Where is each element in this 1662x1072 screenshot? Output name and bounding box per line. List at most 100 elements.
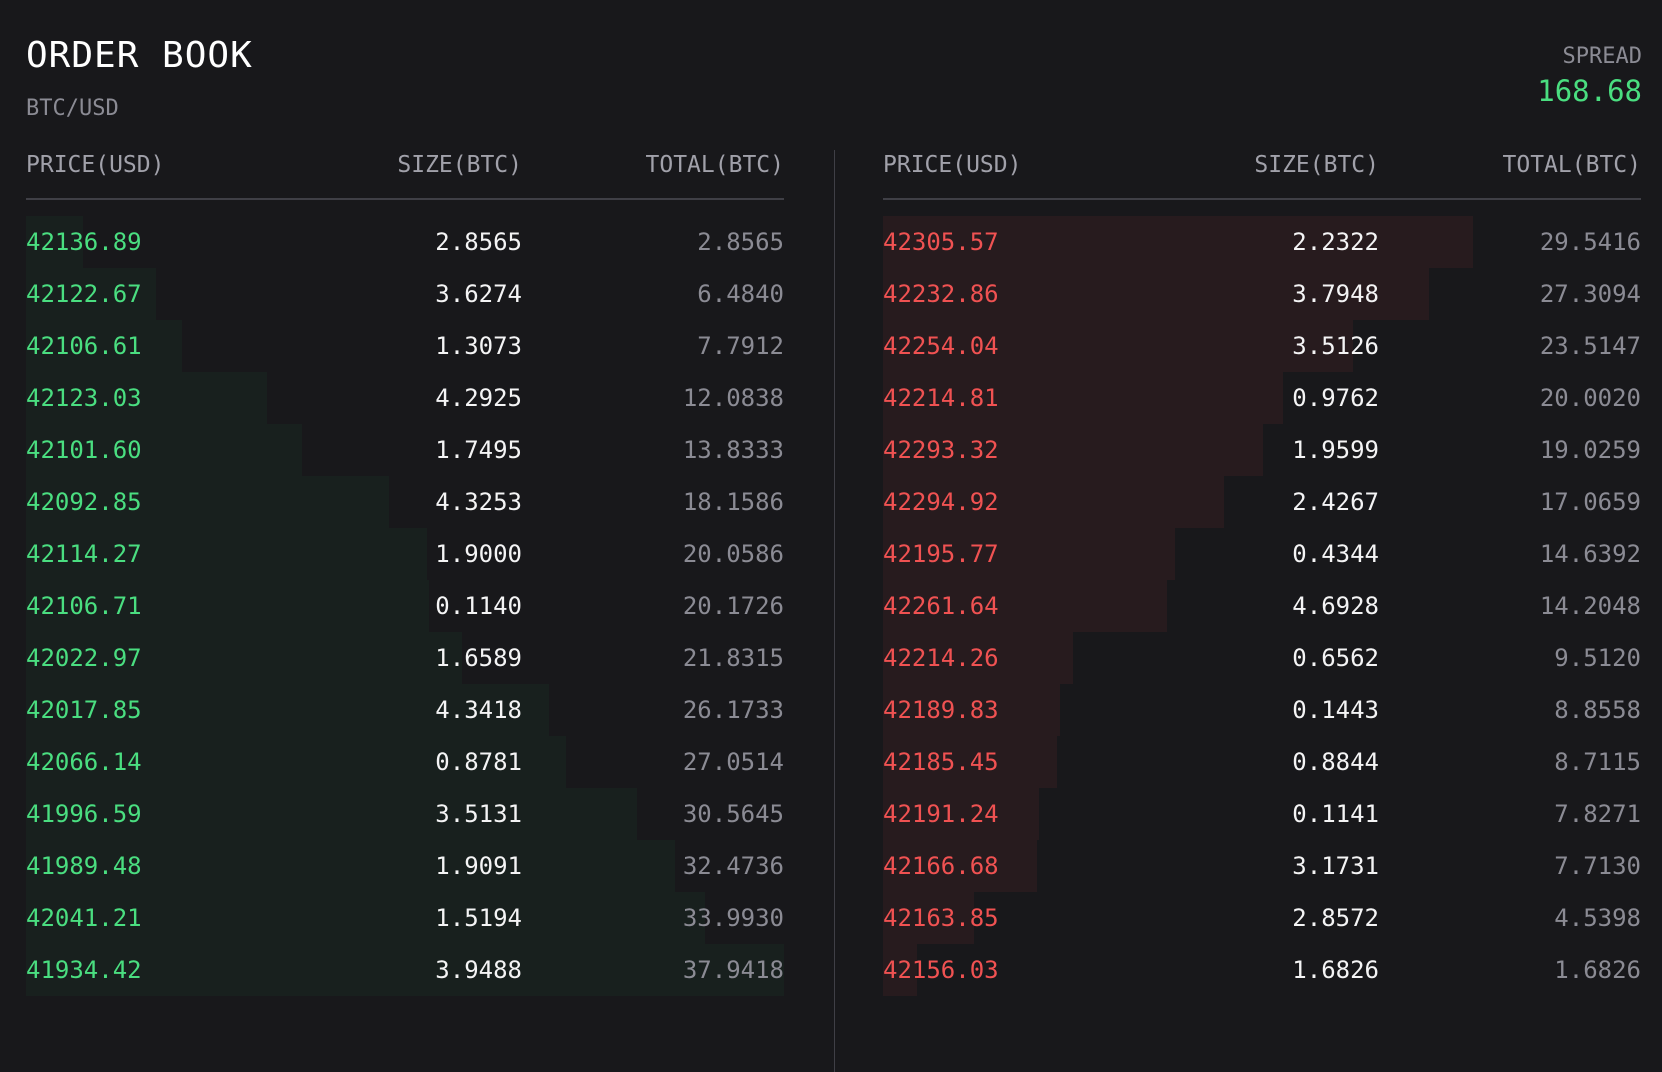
ask-row[interactable]: 42293.32 1.9599 19.0259 <box>883 424 1641 476</box>
ask-price-cell: 42305.57 <box>883 228 999 256</box>
bid-size-cell: 0.8781 <box>435 748 522 776</box>
ask-row[interactable]: 42254.04 3.5126 23.5147 <box>883 320 1641 372</box>
bid-size-cell: 4.3253 <box>435 488 522 516</box>
bid-depth-bar <box>26 372 268 424</box>
asks-column-header: PRICE(USD) SIZE(BTC) TOTAL(BTC) <box>883 148 1641 200</box>
ask-price-cell: 42166.68 <box>883 852 999 880</box>
page-title: ORDER BOOK <box>26 35 253 76</box>
asks-panel: PRICE(USD) SIZE(BTC) TOTAL(BTC) 42305.57… <box>883 148 1641 996</box>
ask-row[interactable]: 42261.64 4.6928 14.2048 <box>883 580 1641 632</box>
ask-size-cell: 0.4344 <box>1292 540 1379 568</box>
ask-row[interactable]: 42214.26 0.6562 9.5120 <box>883 632 1641 684</box>
bids-rows: 42136.89 2.8565 2.8565 42122.67 3.6274 6.4840… <box>26 216 784 996</box>
bid-size-cell: 4.3418 <box>435 696 522 724</box>
ask-depth-bar <box>883 372 1283 424</box>
asks-rows: 42305.57 2.2322 29.5416 42232.86 3.7948 27.30… <box>883 216 1641 996</box>
ask-total-cell: 19.0259 <box>1539 436 1641 464</box>
trading-pair: BTC/USD <box>26 96 119 121</box>
panel-divider <box>834 150 835 1072</box>
ask-row[interactable]: 42191.24 0.1141 7.8271 <box>883 788 1641 840</box>
ask-size-cell: 1.9599 <box>1292 436 1379 464</box>
ask-depth-bar <box>883 268 1429 320</box>
bid-size-cell: 3.5131 <box>435 800 522 828</box>
ask-depth-bar <box>883 476 1224 528</box>
bid-total-cell: 27.0514 <box>682 748 784 776</box>
ask-price-cell: 42214.26 <box>883 644 999 672</box>
bid-total-cell: 30.5645 <box>682 800 784 828</box>
bid-row[interactable]: 42066.14 0.8781 27.0514 <box>26 736 784 788</box>
ask-depth-bar <box>883 528 1176 580</box>
bid-row[interactable]: 41996.59 3.5131 30.5645 <box>26 788 784 840</box>
bid-row[interactable]: 42106.61 1.3073 7.7912 <box>26 320 784 372</box>
ask-total-cell: 8.7115 <box>1554 748 1641 776</box>
bid-row[interactable]: 42092.85 4.3253 18.1586 <box>26 476 784 528</box>
ask-depth-bar <box>883 424 1264 476</box>
bid-row[interactable]: 41934.42 3.9488 37.9418 <box>26 944 784 996</box>
bid-row[interactable]: 41989.48 1.9091 32.4736 <box>26 840 784 892</box>
bid-price-cell: 42123.03 <box>26 384 142 412</box>
bid-total-cell: 26.1733 <box>682 696 784 724</box>
ask-size-cell: 2.4267 <box>1292 488 1379 516</box>
bid-row[interactable]: 42114.27 1.9000 20.0586 <box>26 528 784 580</box>
bid-row[interactable]: 42101.60 1.7495 13.8333 <box>26 424 784 476</box>
ask-row[interactable]: 42189.83 0.1443 8.8558 <box>883 684 1641 736</box>
ask-total-cell: 20.0020 <box>1539 384 1641 412</box>
bid-price-cell: 42114.27 <box>26 540 142 568</box>
ask-size-cell: 3.7948 <box>1292 280 1379 308</box>
bid-row[interactable]: 42041.21 1.5194 33.9930 <box>26 892 784 944</box>
bids-price-header: PRICE(USD) <box>26 152 165 178</box>
ask-row[interactable]: 42195.77 0.4344 14.6392 <box>883 528 1641 580</box>
bids-column-header: PRICE(USD) SIZE(BTC) TOTAL(BTC) <box>26 148 784 200</box>
ask-depth-bar <box>883 788 1040 840</box>
ask-row[interactable]: 42156.03 1.6826 1.6826 <box>883 944 1641 996</box>
ask-price-cell: 42261.64 <box>883 592 999 620</box>
bid-depth-bar <box>26 424 303 476</box>
ask-total-cell: 17.0659 <box>1539 488 1641 516</box>
bid-size-cell: 4.2925 <box>435 384 522 412</box>
bid-size-cell: 1.9000 <box>435 540 522 568</box>
ask-price-cell: 42254.04 <box>883 332 999 360</box>
ask-row[interactable]: 42163.85 2.8572 4.5398 <box>883 892 1641 944</box>
ask-total-cell: 7.8271 <box>1554 800 1641 828</box>
bid-size-cell: 0.1140 <box>435 592 522 620</box>
bid-depth-bar <box>26 736 567 788</box>
bid-row[interactable]: 42136.89 2.8565 2.8565 <box>26 216 784 268</box>
bid-price-cell: 42041.21 <box>26 904 142 932</box>
ask-row[interactable]: 42294.92 2.4267 17.0659 <box>883 476 1641 528</box>
ask-depth-bar <box>883 736 1058 788</box>
bid-depth-bar <box>26 528 427 580</box>
ask-total-cell: 27.3094 <box>1539 280 1641 308</box>
ask-size-cell: 0.8844 <box>1292 748 1379 776</box>
bid-row[interactable]: 42017.85 4.3418 26.1733 <box>26 684 784 736</box>
ask-size-cell: 1.6826 <box>1292 956 1379 984</box>
ask-price-cell: 42163.85 <box>883 904 999 932</box>
bid-depth-bar <box>26 216 84 268</box>
ask-row[interactable]: 42185.45 0.8844 8.7115 <box>883 736 1641 788</box>
bid-row[interactable]: 42123.03 4.2925 12.0838 <box>26 372 784 424</box>
bid-price-cell: 42022.97 <box>26 644 142 672</box>
bid-depth-bar <box>26 788 637 840</box>
ask-depth-bar <box>883 216 1474 268</box>
bid-total-cell: 37.9418 <box>682 956 784 984</box>
bid-row[interactable]: 42122.67 3.6274 6.4840 <box>26 268 784 320</box>
bid-depth-bar <box>26 944 784 996</box>
bid-depth-bar <box>26 476 389 528</box>
ask-row[interactable]: 42305.57 2.2322 29.5416 <box>883 216 1641 268</box>
bid-total-cell: 20.0586 <box>682 540 784 568</box>
bid-depth-bar <box>26 268 156 320</box>
ask-total-cell: 14.2048 <box>1539 592 1641 620</box>
bid-row[interactable]: 42106.71 0.1140 20.1726 <box>26 580 784 632</box>
ask-size-cell: 0.9762 <box>1292 384 1379 412</box>
bid-price-cell: 42106.61 <box>26 332 142 360</box>
bid-size-cell: 3.6274 <box>435 280 522 308</box>
order-book-header: ORDER BOOK BTC/USD SPREAD 168.68 <box>26 0 1642 150</box>
ask-row[interactable]: 42214.81 0.9762 20.0020 <box>883 372 1641 424</box>
bid-total-cell: 6.4840 <box>697 280 784 308</box>
ask-row[interactable]: 42232.86 3.7948 27.3094 <box>883 268 1641 320</box>
ask-row[interactable]: 42166.68 3.1731 7.7130 <box>883 840 1641 892</box>
ask-size-cell: 0.1443 <box>1292 696 1379 724</box>
bid-total-cell: 7.7912 <box>697 332 784 360</box>
ask-price-cell: 42294.92 <box>883 488 999 516</box>
bid-row[interactable]: 42022.97 1.6589 21.8315 <box>26 632 784 684</box>
ask-depth-bar <box>883 580 1167 632</box>
